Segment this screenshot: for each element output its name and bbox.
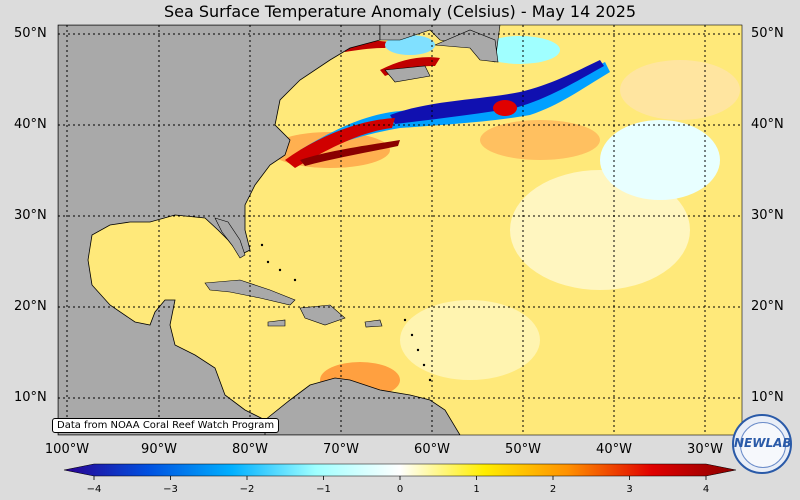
warm-eddy — [493, 100, 517, 116]
warm-anomaly — [285, 118, 395, 168]
colorbar-tick-label: −1 — [316, 484, 331, 495]
lat-label-right: 10°N — [751, 390, 784, 405]
logo-text: NEWLAB — [734, 436, 792, 450]
nova-scotia-land — [384, 65, 431, 83]
hispaniola-land — [299, 304, 346, 326]
colorbar-tick-label: −4 — [86, 484, 102, 495]
lon-label: 50°W — [505, 442, 541, 457]
lon-label: 30°W — [687, 442, 723, 457]
jamaica-land — [267, 319, 286, 327]
cold-patch — [480, 36, 560, 64]
colorbar-tick-label: 3 — [626, 484, 633, 495]
ocean-patch — [620, 60, 740, 120]
colorbar — [63, 463, 737, 477]
lon-label: 80°W — [232, 442, 268, 457]
lat-label-left: 20°N — [14, 299, 47, 314]
cold-anomaly-core — [390, 60, 604, 124]
lat-label-right: 40°N — [751, 117, 784, 132]
puerto-rico-land — [364, 319, 383, 328]
lat-label-left: 40°N — [14, 117, 47, 132]
lon-label: 70°W — [323, 442, 359, 457]
lat-label-right: 30°N — [751, 208, 784, 223]
north-america-land — [58, 25, 381, 435]
colorbar-tick-label: 2 — [549, 484, 557, 495]
colorbar-tick-label: 4 — [702, 484, 710, 495]
map-title: Sea Surface Temperature Anomaly (Celsius… — [163, 2, 637, 21]
newfoundland-land — [434, 29, 499, 63]
colorbar-tick-label: −2 — [239, 484, 255, 495]
lon-label: 40°W — [596, 442, 632, 457]
colorbar-ticks — [93, 476, 707, 480]
lat-label-left: 10°N — [14, 390, 47, 405]
data-credit: Data from NOAA Coral Reef Watch Program — [52, 418, 280, 433]
lat-label-left: 30°N — [14, 208, 47, 223]
map-frame — [57, 24, 743, 436]
ocean-patch — [480, 120, 600, 160]
logo-globe-icon — [740, 422, 786, 468]
warm-anomaly-core — [300, 140, 400, 166]
map-area — [58, 25, 742, 435]
lon-label: 90°W — [141, 442, 177, 457]
colorbar-tick-label: 1 — [473, 484, 480, 495]
lat-label-left: 50°N — [14, 26, 47, 41]
lon-label: 100°W — [44, 442, 90, 457]
small-islands — [260, 243, 432, 382]
ocean-patch — [400, 300, 540, 380]
lab-logo: NEWLAB — [732, 414, 792, 474]
colorbar-tick-label: 0 — [396, 484, 404, 495]
cuba-land — [204, 279, 296, 306]
lat-label-right: 50°N — [751, 26, 784, 41]
graticule — [58, 25, 742, 435]
ocean-patch — [600, 120, 720, 200]
florida-land — [214, 217, 246, 259]
lat-label-right: 20°N — [751, 299, 784, 314]
colorbar-tick-label: −3 — [163, 484, 178, 495]
ocean-patch — [510, 170, 690, 290]
lon-label: 60°W — [414, 442, 450, 457]
south-america-land — [264, 377, 461, 435]
